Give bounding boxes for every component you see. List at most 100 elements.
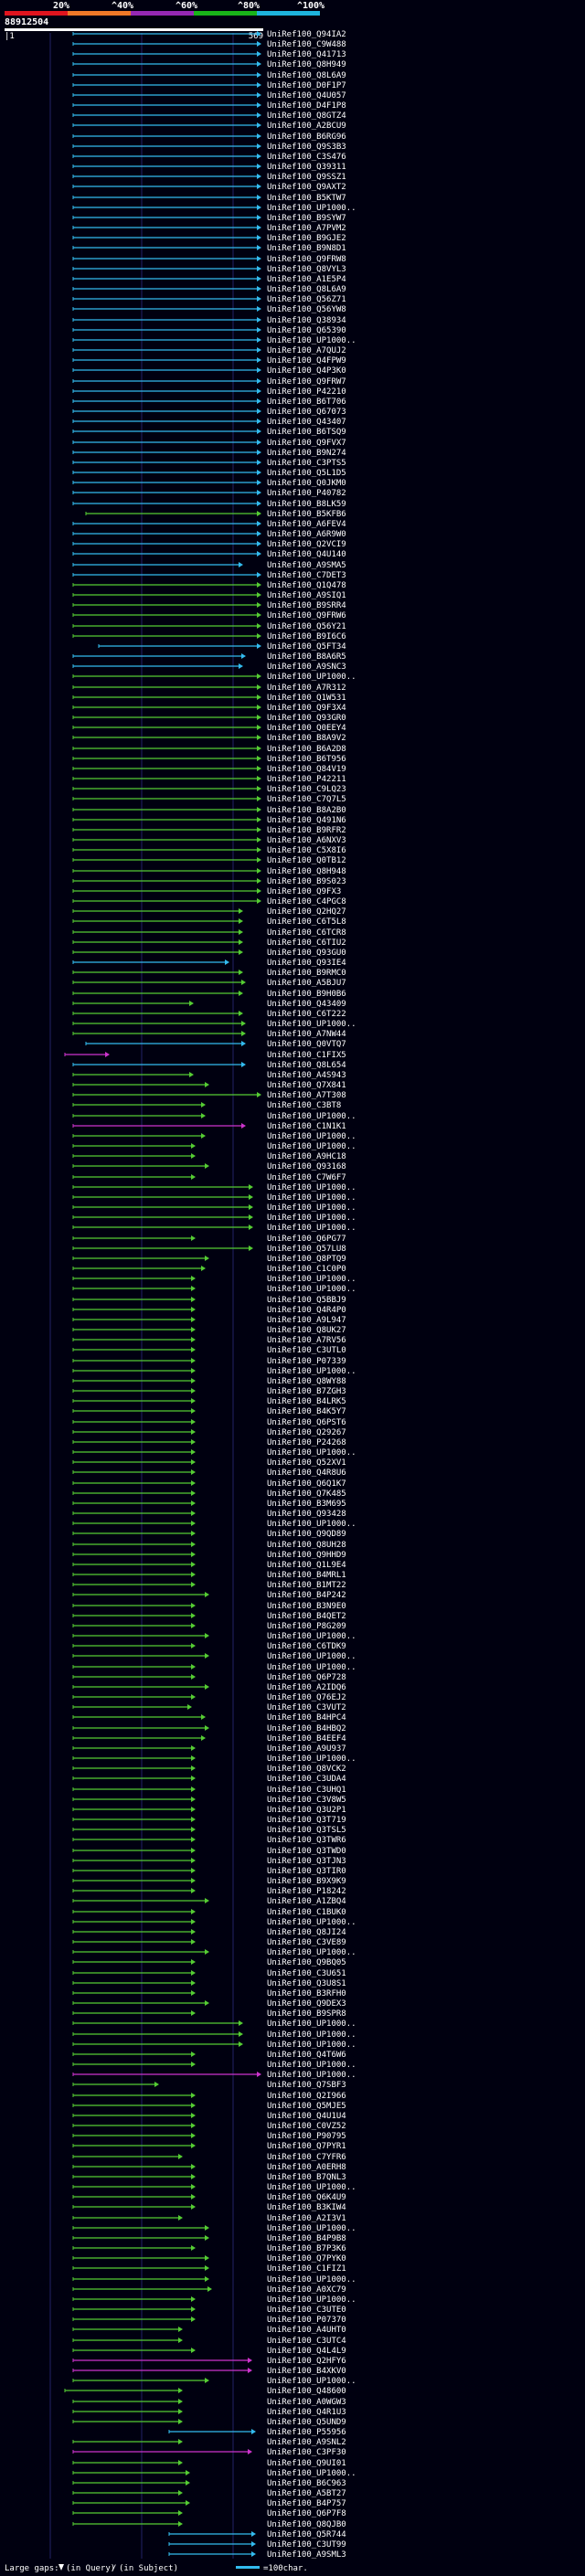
hit-row[interactable]: UniRef100_Q9FRW6 [72,611,346,620]
hit-row[interactable]: UniRef100_C6T222 [72,1010,346,1019]
hit-row[interactable]: UniRef100_B9H0B6 [72,990,346,999]
hit-label[interactable]: UniRef100_Q93168 [267,1162,346,1171]
hit-label[interactable]: UniRef100_Q8QJB0 [267,2520,346,2529]
hit-row[interactable]: UniRef100_C3U651 [72,1969,346,1978]
hit-label[interactable]: UniRef100_Q56Z71 [267,295,346,304]
hit-label[interactable]: UniRef100_C6TDK9 [267,1642,346,1651]
hit-label[interactable]: UniRef100_Q93428 [267,1510,346,1519]
hit-label[interactable]: UniRef100_Q4R8U6 [267,1468,346,1478]
hit-row[interactable]: UniRef100_UP1000.. [72,673,356,682]
hit-label[interactable]: UniRef100_UP1000.. [267,2295,356,2305]
hit-label[interactable]: UniRef100_C7YFR6 [267,2153,346,2162]
hit-label[interactable]: UniRef100_A0XC79 [267,2285,346,2295]
hit-label[interactable]: UniRef100_B3KIW4 [267,2203,346,2212]
hit-row[interactable]: UniRef100_B9N8D1 [72,244,346,253]
hit-label[interactable]: UniRef100_UP1000.. [267,204,356,213]
hit-label[interactable]: UniRef100_UP1000.. [267,1632,356,1641]
hit-row[interactable]: UniRef100_Q43409 [72,1000,346,1009]
hit-row[interactable]: UniRef100_B9SRR4 [72,601,346,610]
hit-label[interactable]: UniRef100_B7ZGH3 [267,1387,346,1396]
hit-label[interactable]: UniRef100_Q4FPW9 [267,356,346,366]
hit-row[interactable]: UniRef100_B7P3K6 [72,2244,346,2253]
hit-label[interactable]: UniRef100_UP1000.. [267,1183,356,1193]
hit-row[interactable]: UniRef100_Q8H948 [72,867,346,876]
hit-label[interactable]: UniRef100_Q8L6A9 [267,285,346,294]
hit-row[interactable]: UniRef100_C3S476 [72,153,346,162]
hit-label[interactable]: UniRef100_Q5FT34 [267,642,346,652]
hit-label[interactable]: UniRef100_P42210 [267,387,346,397]
hit-label[interactable]: UniRef100_A4UHT0 [267,2326,346,2335]
hit-row[interactable]: UniRef100_UP1000.. [72,1112,356,1121]
hit-row[interactable]: UniRef100_A9SIQ1 [72,591,346,600]
hit-label[interactable]: UniRef100_Q29267 [267,1428,346,1437]
hit-row[interactable]: UniRef100_Q2VCI9 [72,540,346,549]
hit-row[interactable]: UniRef100_P55956 [168,2428,346,2437]
hit-row[interactable]: UniRef100_B9RMC0 [72,969,346,978]
hit-row[interactable]: UniRef100_Q7SBF3 [72,2081,346,2090]
hit-row[interactable]: UniRef100_Q5BBJ9 [72,1296,346,1305]
hit-row[interactable]: UniRef100_Q9S3B3 [72,143,346,152]
hit-row[interactable]: UniRef100_P07339 [72,1357,346,1366]
hit-row[interactable]: UniRef100_A6FEV4 [72,520,346,529]
hit-row[interactable]: UniRef100_C9W488 [72,40,346,49]
hit-row[interactable]: UniRef100_UP1000.. [72,204,356,213]
hit-row[interactable]: UniRef100_Q4U057 [72,91,346,101]
hit-label[interactable]: UniRef100_C3V8W5 [267,1796,346,1805]
hit-row[interactable]: UniRef100_C3VE89 [72,1938,346,1947]
hit-row[interactable]: UniRef100_Q8H949 [72,60,346,69]
hit-row[interactable]: UniRef100_Q6P7F8 [72,2509,346,2518]
hit-label[interactable]: UniRef100_Q3TWR6 [267,1836,346,1845]
hit-row[interactable]: UniRef100_B6C963 [72,2479,346,2488]
hit-label[interactable]: UniRef100_Q57LU8 [267,1245,346,1254]
hit-label[interactable]: UniRef100_C3VE89 [267,1938,346,1947]
hit-label[interactable]: UniRef100_A5BJU7 [267,979,346,988]
hit-row[interactable]: UniRef100_Q57LU8 [72,1245,346,1254]
hit-row[interactable]: UniRef100_Q8QJB0 [72,2520,346,2529]
hit-row[interactable]: UniRef100_A2IDQ6 [72,1683,346,1692]
hit-row[interactable]: UniRef100_Q2HFY6 [72,2357,346,2366]
hit-row[interactable]: UniRef100_Q4R4P0 [72,1306,346,1315]
hit-label[interactable]: UniRef100_UP1000.. [267,1224,356,1233]
hit-label[interactable]: UniRef100_Q3U2P1 [267,1806,346,1815]
hit-label[interactable]: UniRef100_A9SIQ1 [267,591,346,600]
hit-row[interactable]: UniRef100_C9LQ23 [72,785,346,794]
hit-row[interactable]: UniRef100_Q76EJ2 [72,1693,346,1702]
hit-row[interactable]: UniRef100_Q8L654 [72,1061,346,1070]
hit-label[interactable]: UniRef100_A4S943 [267,1071,346,1080]
hit-label[interactable]: UniRef100_UP1000.. [267,1520,356,1529]
hit-label[interactable]: UniRef100_Q38934 [267,316,346,325]
hit-row[interactable]: UniRef100_Q9QD89 [72,1530,346,1539]
hit-row[interactable]: UniRef100_P24268 [72,1438,346,1447]
hit-label[interactable]: UniRef100_Q52XV1 [267,1458,346,1468]
hit-row[interactable]: UniRef100_C3PF30 [72,2448,346,2457]
hit-label[interactable]: UniRef100_Q3TJN3 [267,1857,346,1866]
hit-row[interactable]: UniRef100_B4MRL1 [72,1571,346,1580]
hit-row[interactable]: UniRef100_P40782 [72,489,346,498]
hit-row[interactable]: UniRef100_Q491N6 [72,816,346,825]
hit-row[interactable]: UniRef100_C6TCR8 [72,928,346,938]
hit-label[interactable]: UniRef100_C1FIX5 [267,1051,346,1060]
hit-row[interactable]: UniRef100_Q39311 [72,163,346,172]
hit-row[interactable]: UniRef100_B3KIW4 [72,2203,346,2212]
hit-label[interactable]: UniRef100_UP1000.. [267,2041,356,2050]
hit-label[interactable]: UniRef100_Q1L9E4 [267,1561,346,1570]
hit-label[interactable]: UniRef100_Q8H948 [267,867,346,876]
hit-row[interactable]: UniRef100_Q8VCK2 [72,1765,346,1774]
hit-row[interactable]: UniRef100_Q2HQ27 [72,907,346,917]
hit-row[interactable]: UniRef100_UP1000.. [72,2275,356,2284]
hit-label[interactable]: UniRef100_Q0EEY4 [267,724,346,733]
hit-label[interactable]: UniRef100_Q5BBJ9 [267,1296,346,1305]
hit-label[interactable]: UniRef100_UP1000.. [267,2275,356,2284]
hit-row[interactable]: UniRef100_UP1000.. [72,1142,356,1151]
hit-row[interactable]: UniRef100_UP1000.. [72,1948,356,1957]
hit-row[interactable]: UniRef100_Q8L6A9 [72,285,346,294]
hit-label[interactable]: UniRef100_B9SPR8 [267,2009,346,2019]
hit-row[interactable]: UniRef100_B4XKV0 [72,2367,346,2376]
hit-label[interactable]: UniRef100_UP1000.. [267,1214,356,1223]
hit-label[interactable]: UniRef100_Q6PG77 [267,1235,346,1244]
hit-row[interactable]: UniRef100_Q8L6A9 [72,71,346,80]
hit-label[interactable]: UniRef100_Q4U057 [267,91,346,101]
hit-row[interactable]: UniRef100_UP1000.. [72,2041,356,2050]
hit-row[interactable]: UniRef100_Q93GU0 [72,949,346,958]
hit-label[interactable]: UniRef100_UP1000.. [267,2030,356,2040]
